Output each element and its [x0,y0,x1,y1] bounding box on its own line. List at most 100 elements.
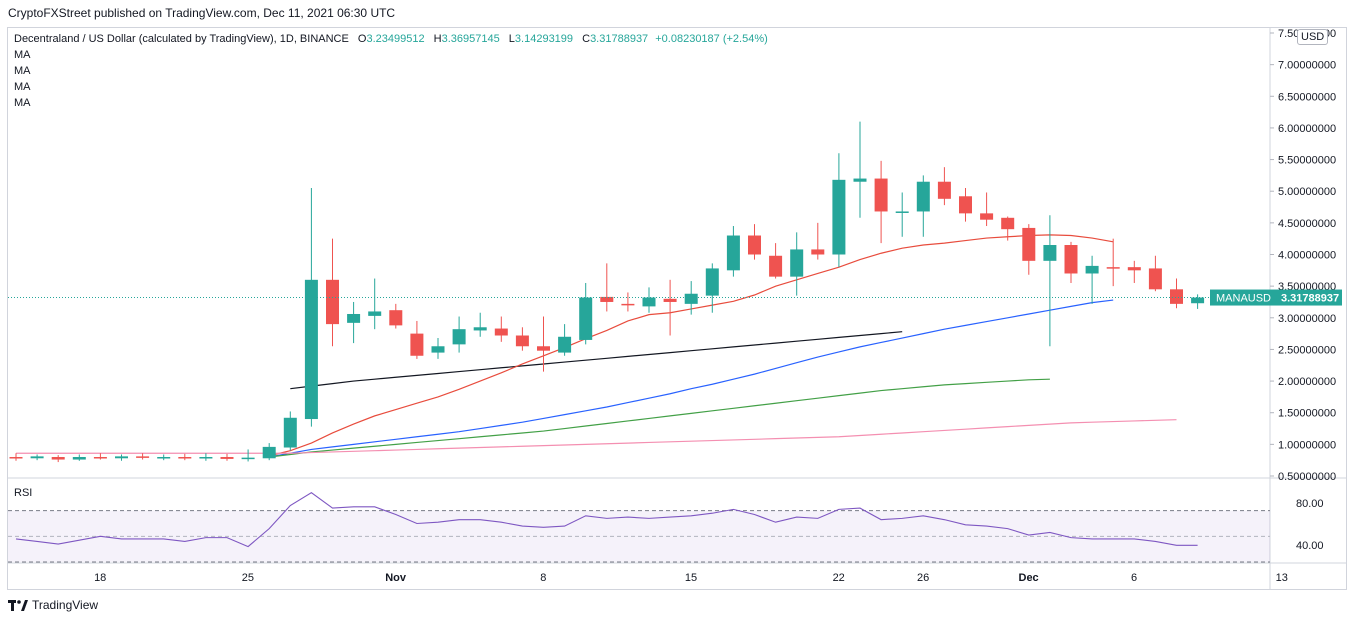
candle-body [726,235,740,271]
candle-body [136,456,150,458]
candle [832,153,846,268]
candle-body [684,293,698,304]
price-tick-label: 5.00000000 [1278,186,1336,198]
ma-label[interactable]: MA [14,49,31,61]
candle [1043,215,1057,347]
candle-body [304,279,318,420]
low-label: L [508,33,515,45]
candle-body [790,249,804,277]
open-value: 3.23499512 [366,33,425,45]
candle-body [1170,289,1183,304]
moving-average-line [269,299,1114,458]
footer-brand[interactable]: TradingView [8,598,98,612]
time-tick-label: 15 [685,572,697,584]
rsi-level-label: 80.00 [1296,498,1324,510]
candle [304,188,318,427]
candle [621,292,635,312]
candle-body [663,298,677,302]
price-tick-label: 0.50000000 [1278,471,1336,483]
ma-label[interactable]: MA [14,97,31,109]
tradingview-logo-icon [8,599,28,611]
candle-body [642,297,656,307]
candle-body [157,457,171,459]
time-axis: 18 25 Nov 8 15 22 26 Dec 6 13 [94,572,1288,584]
candle-body [473,327,487,331]
time-tick-label: 25 [242,572,254,584]
candle [368,278,382,330]
candle [1148,255,1162,292]
currency-badge[interactable]: USD [1297,29,1329,45]
candle [494,316,508,342]
price-tick-label: 6.00000000 [1278,123,1336,135]
publisher-line: CryptoFXStreet published on TradingView.… [8,6,396,20]
candle [452,316,466,353]
candle [895,192,909,237]
candle-body [937,181,951,199]
candle-body [93,457,107,459]
candle [1106,238,1120,287]
candle [389,303,403,329]
price-tick-label: 3.00000000 [1278,313,1336,325]
candle [959,188,972,222]
last-price-tag: MANAUSD 3.31788937 [8,289,1342,306]
candle [1064,241,1078,283]
candle-body [874,178,888,212]
candle-body [621,303,635,306]
candle [241,449,255,462]
time-tick-label: 13 [1276,572,1288,584]
time-tick-label: 18 [94,572,106,584]
candle-body [1043,245,1057,261]
candle-body [832,179,846,255]
candle [1001,216,1015,241]
rsi-label[interactable]: RSI [14,487,33,499]
candle-body [1085,265,1099,274]
price-tick-label: 2.00000000 [1278,376,1336,388]
candle [51,455,65,463]
candle-body [220,457,234,459]
symbol-title[interactable]: Decentraland / US Dollar (calculated by … [14,33,349,45]
candle [853,121,867,218]
candle-body [579,297,593,340]
candle [157,454,171,461]
candle-body [431,346,445,353]
candle-body [410,333,424,356]
candle-body [558,336,572,353]
ma-label[interactable]: MA [14,65,31,77]
candle [811,222,825,260]
candle [178,453,192,461]
candle-body [980,213,994,220]
ma-label[interactable]: MA [14,81,31,93]
chart-frame [7,27,1347,590]
time-tick-label: 8 [540,572,546,584]
moving-average-line [269,234,1114,457]
price-tick-label: 1.50000000 [1278,408,1336,420]
candlesticks [9,121,1205,463]
candle-body [452,329,466,345]
candle-body [748,235,761,255]
candle-body [515,335,529,347]
candle [748,224,761,260]
price-tick-label: 4.50000000 [1278,218,1336,230]
candle [136,453,150,460]
low-value: 3.14293199 [514,33,574,45]
candle-body [537,346,550,351]
candle-body [705,268,719,296]
candle-body [9,457,23,459]
candle [684,281,698,315]
candle [558,324,572,356]
close-label: C [582,33,591,45]
candle-body [326,279,339,325]
time-tick-label: 22 [833,572,845,584]
moving-averages [16,234,1177,458]
price-axis: 0.50000000 1.00000000 1.50000000 2.00000000… [1270,28,1336,483]
price-tick-label: 7.00000000 [1278,60,1336,72]
candle [473,312,487,337]
time-tick-label: Nov [385,572,407,584]
candle-body [115,456,128,459]
candle-body [368,311,382,316]
candle-body [811,249,825,255]
chart-legend: Decentraland / US Dollar (calculated by … [14,31,768,111]
candle-body [1022,227,1036,261]
open-label: O [357,33,367,45]
